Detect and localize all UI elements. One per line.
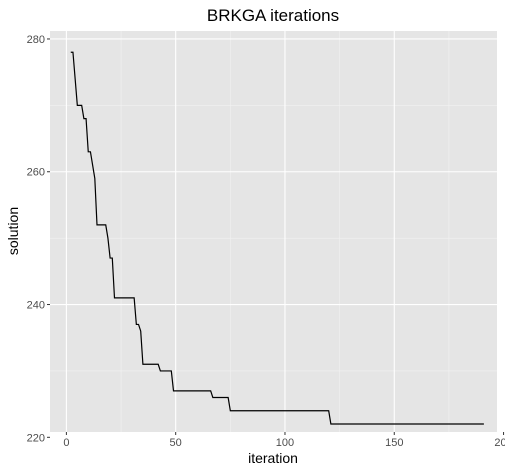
x-axis-ticks: 0 50 100 150 200 xyxy=(63,432,505,449)
plot-panel xyxy=(50,31,497,432)
y-tick-label: 260 xyxy=(27,167,45,179)
solution-series-line xyxy=(70,51,484,425)
y-axis-ticks: 220 240 260 280 xyxy=(27,34,50,444)
y-axis-title: solution xyxy=(5,207,21,255)
major-gridlines xyxy=(50,31,497,438)
y-tick-label: 220 xyxy=(27,432,45,444)
y-tick-label: 240 xyxy=(27,300,45,312)
x-tick-label: 150 xyxy=(385,437,403,449)
x-tick-label: 50 xyxy=(170,437,182,449)
x-axis-title: iteration xyxy=(248,450,298,466)
y-tick-label: 280 xyxy=(27,34,45,46)
x-tick-label: 100 xyxy=(276,437,294,449)
x-tick-label: 200 xyxy=(494,437,505,449)
x-tick-label: 0 xyxy=(63,437,69,449)
minor-gridlines xyxy=(50,31,497,432)
chart-title: BRKGA iterations xyxy=(207,6,339,25)
